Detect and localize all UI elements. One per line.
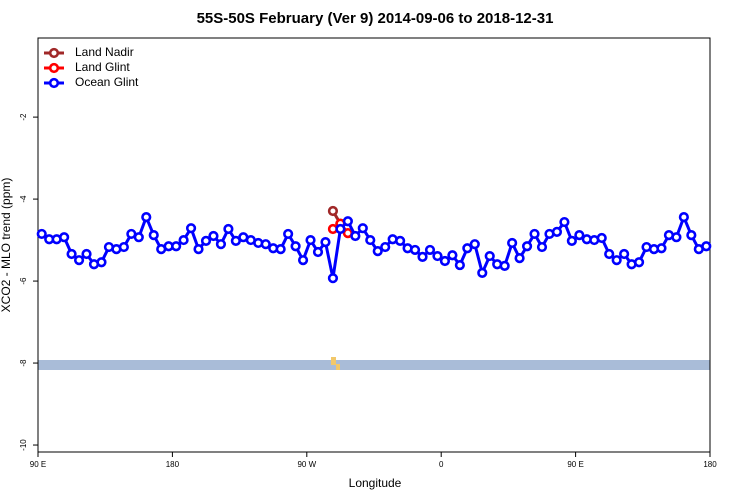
legend-swatch-marker [48, 77, 60, 89]
data-point [529, 228, 540, 240]
data-point [596, 232, 607, 244]
data-point [671, 232, 682, 243]
data-point [462, 243, 473, 254]
data-point [208, 230, 219, 242]
data-point [372, 246, 383, 257]
region-spot [336, 364, 340, 370]
data-point [200, 235, 212, 247]
data-point [566, 235, 577, 247]
data-point [447, 250, 458, 261]
data-point [73, 255, 85, 266]
x-axis-label: Longitude [349, 476, 402, 490]
data-point [327, 205, 339, 217]
data-point [283, 228, 294, 240]
data-point [342, 216, 353, 227]
data-point [327, 273, 339, 284]
data-point [141, 212, 152, 223]
data-point [215, 239, 227, 250]
x-tick-label: 90 E [567, 460, 583, 469]
data-point [656, 243, 667, 254]
y-tick-label: -8 [19, 359, 28, 367]
data-point [469, 239, 480, 250]
x-tick-label: 90 E [30, 460, 46, 469]
data-point [357, 223, 368, 234]
y-tick-label: -4 [19, 195, 28, 203]
data-point [424, 244, 436, 256]
data-point [260, 239, 271, 250]
x-tick-label: 90 W [297, 460, 316, 469]
data-point [335, 223, 346, 235]
data-point [619, 248, 630, 260]
data-point [118, 241, 129, 253]
chart-title: 55S-50S February (Ver 9) 2014-09-06 to 2… [197, 10, 554, 27]
data-point [66, 248, 77, 260]
data-point [96, 257, 107, 268]
legend-label: Land Nadir [75, 45, 134, 59]
data-point [36, 228, 47, 240]
data-point [395, 235, 406, 247]
data-point [701, 241, 712, 252]
data-point [185, 223, 197, 234]
y-tick-label: -6 [19, 277, 28, 285]
data-point [604, 248, 615, 260]
data-point [171, 241, 182, 252]
data-point [59, 232, 70, 243]
data-point [350, 230, 361, 242]
data-point [409, 244, 421, 256]
y-tick-label: -10 [19, 439, 28, 451]
data-point [521, 241, 533, 252]
data-point [514, 253, 525, 264]
y-tick-label: -2 [19, 113, 28, 121]
data-point [223, 223, 234, 235]
data-point [178, 234, 189, 246]
data-point [507, 237, 518, 249]
y-axis-label: XCO2 - MLO trend (ppm) [0, 178, 13, 313]
legend-label: Ocean Glint [75, 75, 139, 89]
data-point [380, 241, 391, 253]
data-point [559, 216, 570, 228]
data-point [148, 230, 159, 241]
data-point [633, 257, 645, 268]
data-point [320, 237, 331, 248]
data-point [536, 241, 548, 253]
legend-swatch-marker [48, 47, 60, 59]
data-point [81, 248, 92, 260]
data-point [477, 267, 488, 278]
data-point [417, 251, 428, 262]
region-band [38, 360, 710, 370]
legend-swatch-marker [48, 62, 60, 74]
data-point [365, 234, 376, 246]
x-tick-label: 180 [703, 460, 717, 469]
data-point [484, 250, 495, 262]
data-point [499, 260, 510, 272]
data-point [454, 259, 465, 271]
data-point [574, 230, 585, 241]
data-point [290, 241, 301, 252]
data-point [312, 246, 324, 258]
data-point [193, 243, 204, 255]
legend-label: Land Glint [75, 60, 130, 74]
data-point [305, 234, 316, 246]
x-tick-label: 0 [439, 460, 444, 469]
data-point [230, 235, 241, 247]
data-point [439, 255, 451, 267]
data-point [678, 212, 689, 223]
region-spot [331, 357, 336, 365]
data-point [611, 255, 622, 266]
data-point [297, 255, 309, 266]
data-point [551, 226, 563, 237]
x-tick-label: 180 [166, 460, 180, 469]
data-point [133, 232, 144, 243]
data-point [275, 243, 286, 255]
data-point [432, 250, 443, 262]
data-point [686, 230, 697, 241]
